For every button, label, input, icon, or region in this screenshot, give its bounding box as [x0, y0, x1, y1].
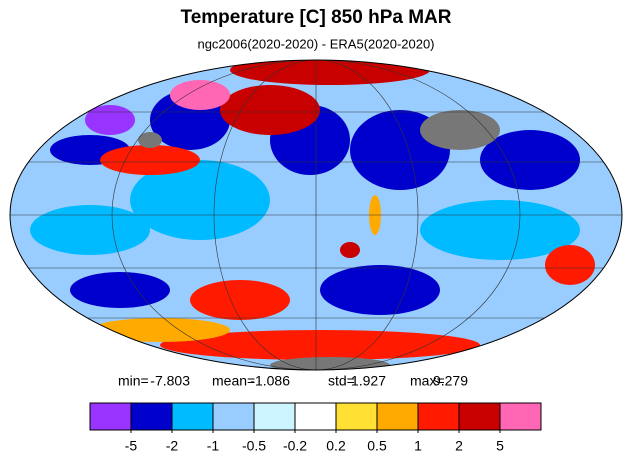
colorbar-box	[212, 402, 255, 431]
map-border	[9, 59, 623, 371]
colorbar-tick-label: -2	[166, 438, 179, 454]
colorbar: -5 -2 -1 -0.5 -0.2 0.2 0.5 1 2 5	[89, 402, 542, 454]
colorbar-tick-label: 1	[414, 438, 422, 454]
map	[10, 60, 622, 370]
stat-label: max=	[410, 373, 445, 389]
colorbar-box	[130, 402, 173, 431]
colorbar-tick-label: 0.2	[326, 438, 346, 454]
subtitle: ngc2006(2020-2020) - ERA5(2020-2020)	[197, 36, 434, 51]
colorbar-box	[294, 402, 337, 431]
stats: min= -7.803 mean=-1.086 std=1.927 max=9.279	[118, 373, 468, 389]
stat-label: std=	[328, 373, 355, 389]
stat-value: -1.086	[250, 373, 290, 389]
colorbar-tick-label: -1	[207, 438, 220, 454]
stat-label: mean=	[212, 373, 255, 389]
colorbar-tick-label: -0.5	[242, 438, 266, 454]
colorbar-box	[335, 402, 378, 431]
stat-value: 9.279	[433, 373, 468, 389]
colorbar-tick-label: 0.5	[367, 438, 387, 454]
stat-value: -7.803	[150, 373, 190, 389]
colorbar-box	[499, 402, 542, 431]
colorbar-tick-label: -0.2	[283, 438, 307, 454]
colorbar-tick-label: -5	[125, 438, 138, 454]
colorbar-box	[417, 402, 460, 431]
stat-label: min=	[118, 373, 149, 389]
colorbar-box	[458, 402, 501, 431]
colorbar-box	[171, 402, 214, 431]
colorbar-tick-label: 2	[455, 438, 463, 454]
colorbar-box	[253, 402, 296, 431]
colorbar-box	[89, 402, 132, 431]
colorbar-tick-label: 5	[496, 438, 504, 454]
stat-value: 1.927	[351, 373, 386, 389]
title: Temperature [C] 850 hPa MAR	[181, 7, 452, 28]
colorbar-box	[376, 402, 419, 431]
